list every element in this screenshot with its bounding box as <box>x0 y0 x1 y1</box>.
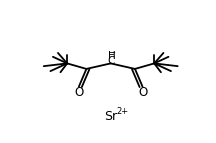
Text: −: − <box>108 48 116 58</box>
Text: H: H <box>108 51 116 61</box>
Text: 2+: 2+ <box>116 107 129 116</box>
Text: O: O <box>138 86 147 99</box>
Text: Sr: Sr <box>104 110 117 123</box>
Text: O: O <box>74 86 84 99</box>
Text: C: C <box>107 56 114 66</box>
